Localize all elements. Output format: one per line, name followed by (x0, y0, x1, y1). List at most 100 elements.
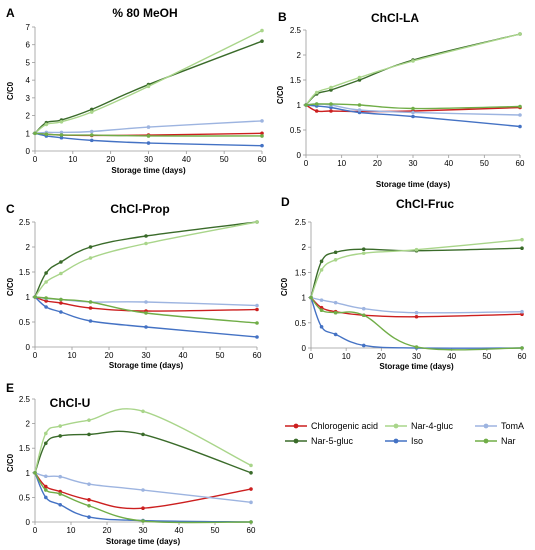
y-tick-label: 0 (297, 151, 302, 160)
data-point (87, 515, 91, 519)
data-point (59, 260, 63, 264)
x-tick-label: 10 (337, 159, 346, 168)
data-point (414, 314, 419, 319)
chart-title: ChCl-LA (371, 11, 419, 25)
data-point (88, 300, 93, 304)
data-point (146, 84, 151, 89)
data-point (329, 105, 333, 110)
data-point (59, 135, 64, 140)
data-point (146, 134, 151, 138)
series-toma (33, 471, 253, 505)
series-nar (33, 295, 259, 325)
y-tick-label: 1.5 (19, 268, 31, 277)
data-point (357, 75, 362, 80)
y-tick-label: 1 (302, 294, 307, 303)
data-point (144, 234, 148, 238)
series-line (34, 472, 252, 524)
data-point (87, 503, 91, 508)
data-point (411, 110, 415, 115)
y-tick-label: 1 (26, 129, 31, 138)
x-tick-label: 0 (304, 159, 309, 168)
data-point (44, 441, 48, 446)
series-toma (33, 295, 259, 308)
y-tick-label: 1.5 (295, 268, 307, 277)
series-line (305, 33, 521, 106)
x-tick-label: 0 (33, 526, 38, 535)
panel-e: E ChCl-U 0 0.5 1 1.5 2 2.5 0 10 20 30 40 50 60 Storage … (6, 381, 256, 546)
x-axis-label: Storage time (days) (111, 166, 186, 175)
y-tick-label: 7 (26, 23, 31, 32)
series-nar-5-gluc (309, 246, 524, 300)
x-tick-label: 10 (68, 351, 77, 360)
data-point (260, 119, 264, 123)
x-tick-label: 0 (33, 155, 38, 164)
series-nar (33, 471, 253, 524)
data-point (520, 312, 524, 317)
y-tick-label: 2 (26, 420, 31, 429)
legend-swatch-marker (293, 423, 299, 429)
data-point (44, 299, 48, 303)
series-iso (33, 295, 259, 339)
data-point (88, 245, 93, 249)
data-point (333, 258, 338, 262)
series-nar-4-gluc (309, 237, 524, 300)
panel-b: B ChCl-LA 0 0.5 1 1.5 2 2.5 0 10 20 30 40 50 60 Storage… (276, 10, 525, 189)
series-nar-4-gluc (33, 408, 253, 475)
x-tick-label: 30 (409, 159, 418, 168)
series-nar-4-gluc (304, 32, 522, 107)
x-tick-label: 10 (342, 352, 351, 361)
panel-letter: E (6, 381, 14, 395)
data-point (329, 88, 333, 92)
y-tick-label: 2.5 (295, 218, 307, 227)
series-nar (33, 131, 264, 138)
x-tick-label: 50 (482, 352, 491, 361)
x-tick-label: 10 (68, 155, 77, 164)
data-point (44, 271, 48, 275)
x-tick-label: 30 (412, 352, 421, 361)
data-point (89, 133, 94, 137)
x-tick-label: 40 (444, 159, 453, 168)
data-point (58, 474, 62, 479)
x-tick-label: 30 (144, 155, 153, 164)
data-point (319, 325, 324, 329)
data-point (319, 308, 324, 313)
data-point (88, 256, 93, 260)
series-toma (309, 295, 524, 315)
data-point (329, 109, 333, 113)
data-point (144, 241, 148, 246)
data-point (518, 113, 522, 117)
data-point (33, 295, 37, 299)
legend-label: Nar (501, 436, 516, 446)
series-nar-4-gluc (33, 28, 264, 136)
data-point (44, 122, 49, 127)
x-tick-label: 60 (258, 155, 267, 164)
x-axis-label: Storage time (days) (376, 180, 451, 189)
chart-title: ChCl-Fruc (396, 197, 454, 211)
data-point (141, 432, 145, 437)
data-point (44, 474, 48, 479)
legend-item: Nar-5-gluc (285, 436, 354, 446)
data-point (361, 306, 366, 311)
data-point (44, 132, 49, 136)
data-point (144, 325, 148, 329)
x-tick-label: 50 (216, 351, 225, 360)
x-tick-label: 30 (139, 526, 148, 535)
data-point (44, 488, 48, 492)
data-point (44, 484, 48, 489)
x-tick-label: 20 (377, 352, 386, 361)
y-tick-label: 6 (26, 41, 31, 50)
data-point (260, 28, 264, 33)
x-tick-label: 0 (33, 351, 38, 360)
y-tick-label: 2.5 (19, 395, 31, 404)
panel-letter: B (278, 10, 287, 24)
x-tick-label: 60 (253, 351, 262, 360)
data-point (260, 134, 264, 138)
x-tick-label: 20 (106, 155, 115, 164)
series-nar (304, 102, 522, 111)
data-point (520, 309, 524, 314)
data-point (518, 32, 522, 36)
legend-swatch-marker (483, 438, 489, 444)
legend-swatch-marker (483, 423, 489, 429)
y-tick-label: 1 (26, 469, 31, 478)
